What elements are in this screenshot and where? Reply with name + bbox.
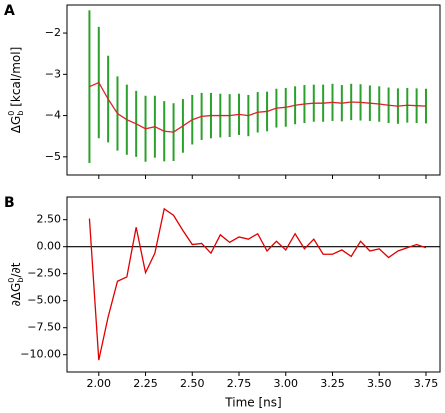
- panel-label: B: [4, 195, 15, 211]
- y-tick-label: −5: [45, 150, 61, 163]
- x-tick-label: 3.50: [367, 377, 392, 390]
- y-tick-label: 2.50: [37, 213, 62, 226]
- x-tick-label: 3.00: [274, 377, 299, 390]
- x-tick-label: 2.75: [227, 377, 252, 390]
- axes-frame: [66, 196, 441, 373]
- y-label-rest: [kcal/mol]: [9, 47, 23, 111]
- panel-label: A: [4, 3, 15, 19]
- y-label-rest: /∂t: [9, 262, 23, 277]
- y-label-sup: 0: [7, 278, 16, 283]
- x-axis-label: Time [ns]: [224, 396, 281, 410]
- x-tick-label: 2.50: [180, 377, 205, 390]
- data-line: [88, 207, 427, 361]
- y-axis-label: ∂ΔG0b/∂t: [7, 262, 25, 306]
- y-tick-label: −10.00: [20, 348, 61, 361]
- y-label-sub: b: [16, 111, 25, 116]
- y-tick-label: 0.00: [37, 240, 62, 253]
- x-tick-label: 2.00: [87, 377, 112, 390]
- x-tick-label: 2.25: [133, 377, 158, 390]
- y-tick-label: −4: [45, 109, 61, 122]
- y-label-sub: b: [16, 278, 25, 283]
- y-tick-label: −2: [45, 26, 61, 39]
- y-axis-label: ΔG0b [kcal/mol]: [7, 47, 25, 134]
- y-tick-label: −3: [45, 67, 61, 80]
- y-tick-label: −7.50: [27, 321, 61, 334]
- data-line: [89, 81, 427, 133]
- axes-frame: [66, 4, 441, 176]
- y-tick-label: −5.00: [27, 294, 61, 307]
- y-label-main: ΔG: [9, 116, 23, 134]
- x-tick-label: 3.75: [414, 377, 439, 390]
- y-label-main: ∂ΔG: [9, 283, 23, 307]
- y-label-sup: 0: [7, 111, 16, 116]
- y-tick-label: −2.50: [27, 267, 61, 280]
- x-tick-label: 3.25: [320, 377, 345, 390]
